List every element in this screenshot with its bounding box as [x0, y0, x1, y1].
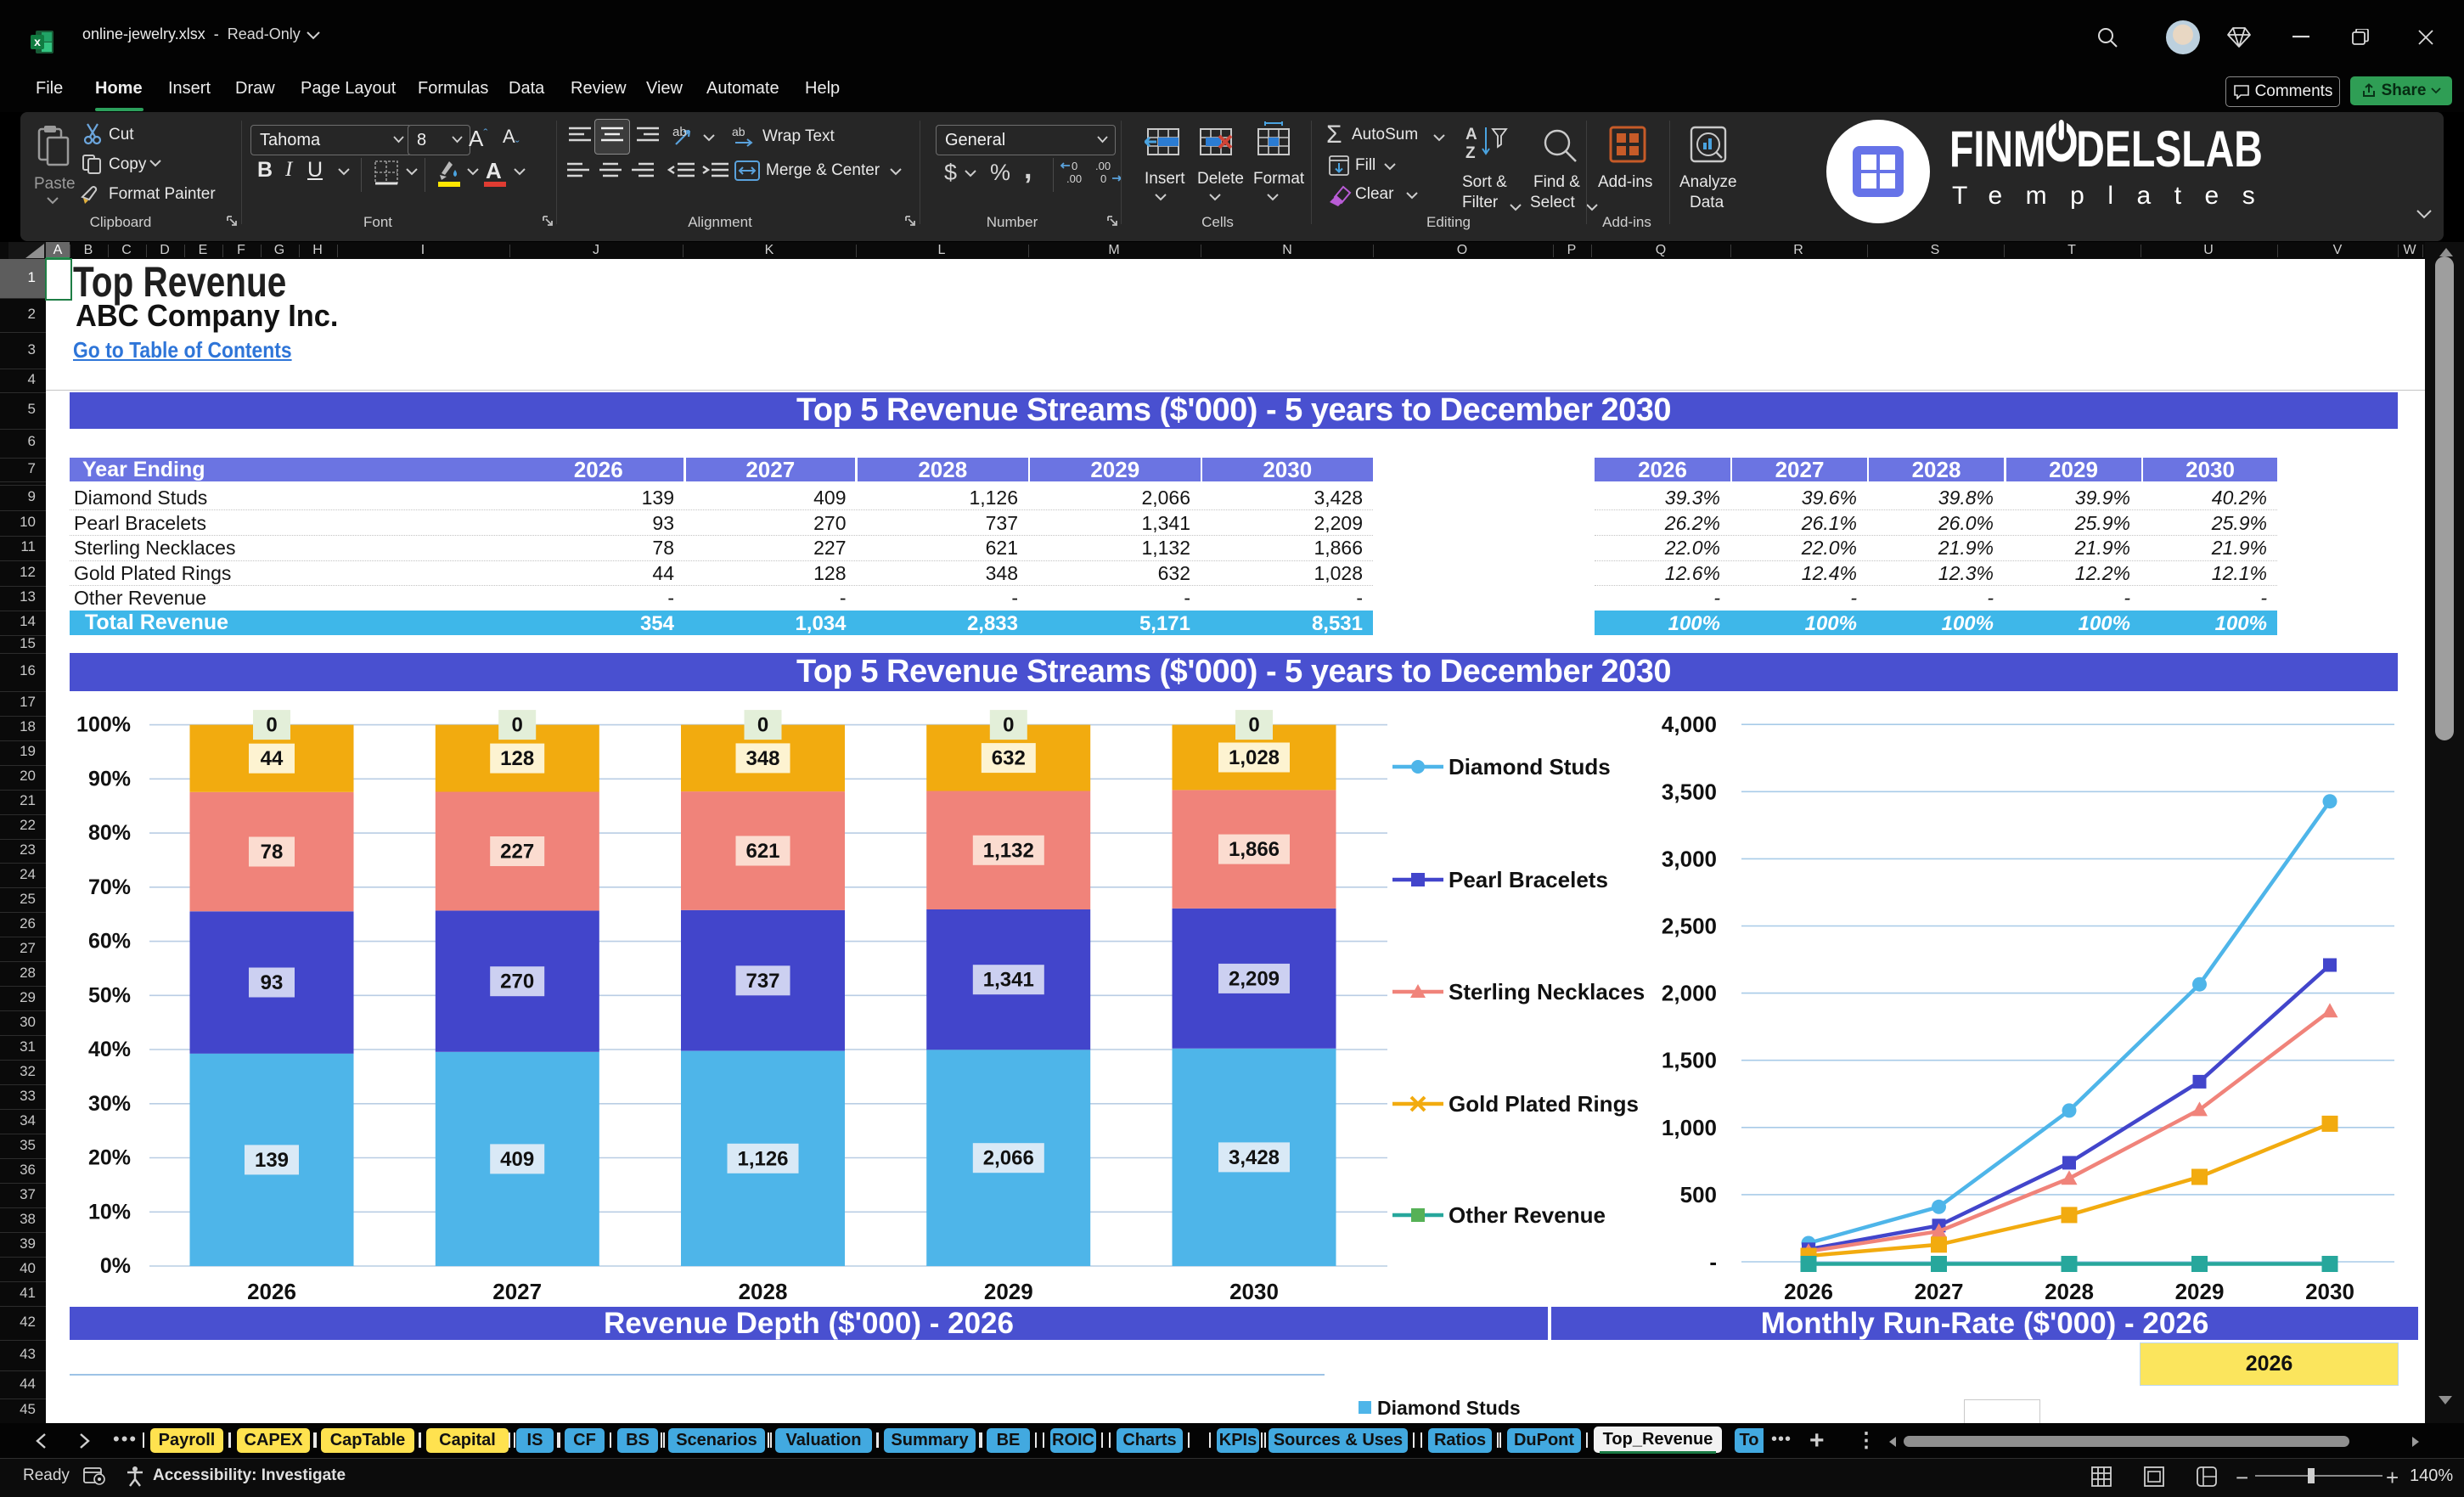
svg-text:2030: 2030	[1229, 1279, 1279, 1304]
svg-text:632: 632	[992, 747, 1026, 770]
svg-text:Pearl Bracelets: Pearl Bracelets	[1449, 867, 1608, 892]
svg-text:93: 93	[261, 971, 284, 994]
svg-text:0: 0	[757, 714, 768, 737]
svg-text:100%: 100%	[76, 713, 131, 737]
svg-text:60%: 60%	[88, 930, 131, 954]
svg-text:2029: 2029	[984, 1279, 1033, 1304]
svg-text:1,126: 1,126	[737, 1147, 788, 1170]
svg-text:2026: 2026	[247, 1279, 296, 1304]
svg-text:20%: 20%	[88, 1146, 131, 1170]
svg-text:1,500: 1,500	[1662, 1048, 1717, 1073]
svg-text:2029: 2029	[2175, 1279, 2225, 1304]
svg-text:ab: ab	[672, 125, 687, 139]
svg-text:10%: 10%	[88, 1200, 131, 1224]
svg-text:2,000: 2,000	[1662, 981, 1717, 1006]
svg-text:2027: 2027	[492, 1279, 542, 1304]
svg-text:Z: Z	[1465, 144, 1476, 162]
svg-text:50%: 50%	[88, 983, 131, 1007]
svg-text:500: 500	[1680, 1182, 1717, 1207]
svg-text:2,209: 2,209	[1229, 967, 1280, 990]
svg-text:0: 0	[1248, 714, 1259, 737]
svg-text:2,066: 2,066	[983, 1147, 1034, 1170]
svg-text:0: 0	[512, 714, 523, 737]
svg-text:409: 409	[500, 1148, 534, 1171]
svg-text:348: 348	[745, 747, 779, 770]
svg-text:2028: 2028	[739, 1279, 788, 1304]
svg-text:0%: 0%	[100, 1254, 131, 1278]
svg-text:Gold Plated Rings: Gold Plated Rings	[1449, 1091, 1639, 1117]
svg-text:Other Revenue: Other Revenue	[1449, 1202, 1606, 1228]
svg-text:737: 737	[745, 970, 779, 993]
svg-text:30%: 30%	[88, 1092, 131, 1116]
svg-text:227: 227	[500, 841, 534, 864]
svg-text:2028: 2028	[2045, 1279, 2094, 1304]
svg-text:0: 0	[1100, 172, 1106, 185]
svg-text:0: 0	[1003, 714, 1014, 737]
svg-text:3,000: 3,000	[1662, 846, 1717, 871]
svg-text:70%: 70%	[88, 875, 131, 899]
svg-text:2027: 2027	[1915, 1279, 1964, 1304]
svg-text:1,028: 1,028	[1229, 746, 1280, 769]
svg-text:80%: 80%	[88, 821, 131, 845]
svg-text:.00: .00	[1095, 160, 1111, 172]
svg-text:Sterling Necklaces: Sterling Necklaces	[1449, 979, 1645, 1005]
svg-text:1,132: 1,132	[983, 839, 1034, 862]
svg-text:Diamond Studs: Diamond Studs	[1449, 754, 1611, 779]
svg-text:1,000: 1,000	[1662, 1115, 1717, 1140]
svg-text:-: -	[1709, 1249, 1717, 1275]
svg-text:270: 270	[500, 971, 534, 993]
svg-text:139: 139	[255, 1149, 289, 1172]
svg-text:.00: .00	[1066, 172, 1082, 185]
svg-text:621: 621	[745, 840, 779, 863]
svg-text:78: 78	[261, 841, 284, 864]
svg-text:0: 0	[266, 714, 277, 737]
svg-text:1,341: 1,341	[983, 969, 1034, 992]
svg-text:90%: 90%	[88, 767, 131, 791]
svg-text:44: 44	[261, 747, 284, 770]
svg-text:40%: 40%	[88, 1038, 131, 1061]
svg-text:A: A	[1465, 126, 1477, 144]
svg-text:3,500: 3,500	[1662, 779, 1717, 804]
svg-text:ab: ab	[732, 125, 745, 138]
svg-text:128: 128	[500, 747, 534, 770]
svg-text:2026: 2026	[1784, 1279, 1833, 1304]
svg-text:3,428: 3,428	[1229, 1146, 1280, 1169]
svg-text:1,866: 1,866	[1229, 838, 1280, 861]
svg-text:2030: 2030	[2305, 1279, 2354, 1304]
svg-text:0: 0	[1072, 160, 1077, 172]
svg-text:4,000: 4,000	[1662, 712, 1717, 737]
svg-text:2,500: 2,500	[1662, 914, 1717, 939]
